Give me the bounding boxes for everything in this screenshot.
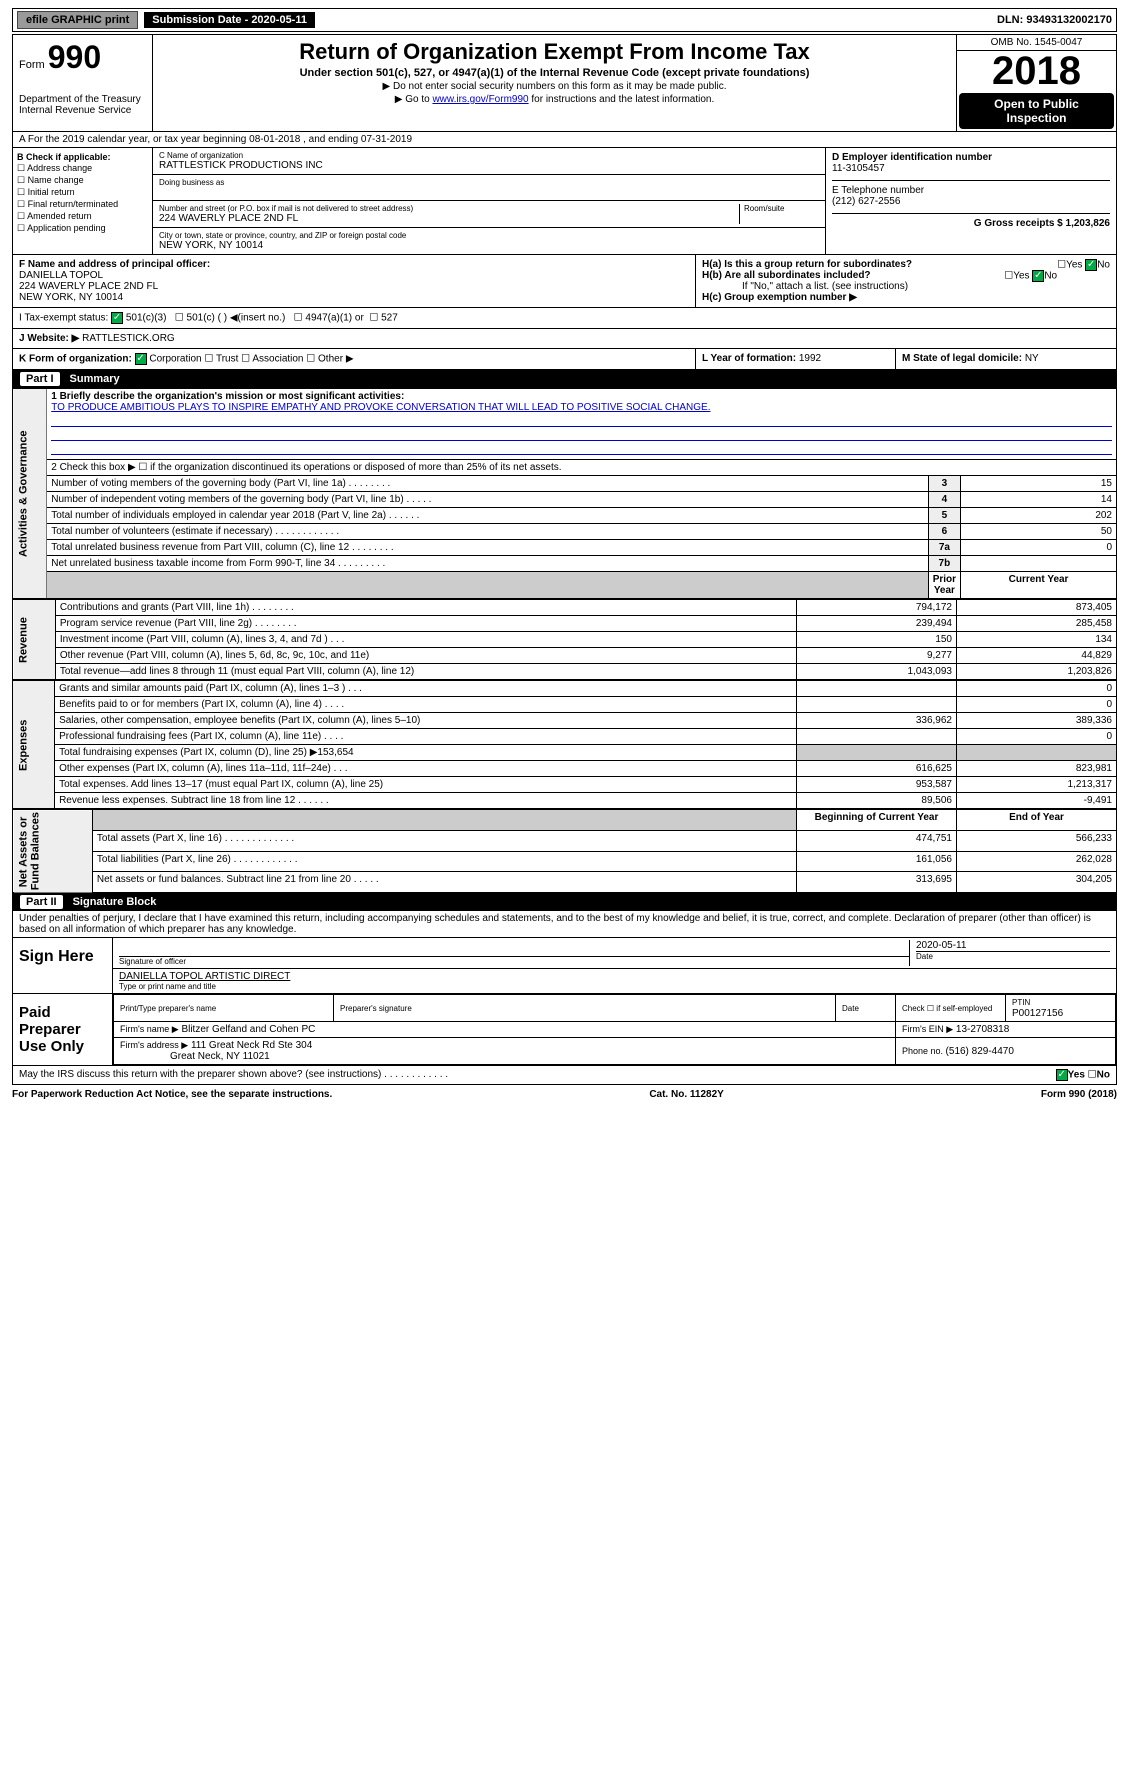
submission-date: Submission Date - 2020-05-11 xyxy=(144,12,315,28)
row-3-val: 15 xyxy=(961,476,1117,492)
street-address: 224 WAVERLY PLACE 2ND FL xyxy=(159,213,739,224)
form-header: Form 990 Department of the Treasury Inte… xyxy=(12,34,1117,132)
footer-left: For Paperwork Reduction Act Notice, see … xyxy=(12,1089,332,1100)
city-state-zip: NEW YORK, NY 10014 xyxy=(159,240,819,251)
ha-no-checkbox[interactable]: ✓ xyxy=(1085,259,1097,271)
part2-header: Part IISignature Block xyxy=(12,893,1117,911)
col-d-ein-phone: D Employer identification number11-31054… xyxy=(826,148,1116,254)
row-klm: K Form of organization: ✓ Corporation ☐ … xyxy=(12,349,1117,370)
chk-app-pending[interactable]: ☐ Application pending xyxy=(17,223,148,234)
row-a-tax-year: A For the 2019 calendar year, or tax yea… xyxy=(12,132,1117,148)
irs-link[interactable]: www.irs.gov/Form990 xyxy=(432,94,528,105)
chk-initial-return[interactable]: ☐ Initial return xyxy=(17,187,148,198)
form-title: Return of Organization Exempt From Incom… xyxy=(161,39,948,65)
chk-501c3[interactable]: ✓ xyxy=(111,312,123,324)
officer-label: F Name and address of principal officer: xyxy=(19,259,210,270)
sig-officer-label: Signature of officer xyxy=(119,956,909,966)
firm-addr: 111 Great Neck Rd Ste 304 xyxy=(191,1040,312,1051)
officer-name: DANIELLA TOPOL xyxy=(19,270,103,281)
efile-print-button[interactable]: efile GRAPHIC print xyxy=(17,11,138,29)
summary-table: Activities & Governance 1 Briefly descri… xyxy=(12,388,1117,599)
part1-header: Part ISummary xyxy=(12,370,1117,388)
ein-value: 11-3105457 xyxy=(832,163,885,174)
form-number: Form 990 xyxy=(19,39,146,76)
officer-addr1: 224 WAVERLY PLACE 2ND FL xyxy=(19,281,158,292)
discuss-yes-checkbox[interactable]: ✓ xyxy=(1056,1069,1068,1081)
q2-text: 2 Check this box ▶ ☐ if the organization… xyxy=(47,460,1117,476)
chk-address-change[interactable]: ☐ Address change xyxy=(17,163,148,174)
expenses-table: Expenses Grants and similar amounts paid… xyxy=(12,680,1117,809)
footer-cat: Cat. No. 11282Y xyxy=(649,1089,723,1100)
col-b-checkboxes: B Check if applicable: ☐ Address change … xyxy=(13,148,153,254)
sig-name: DANIELLA TOPOL ARTISTIC DIRECT xyxy=(119,971,1110,982)
officer-addr2: NEW YORK, NY 10014 xyxy=(19,292,123,303)
room-suite-label: Room/suite xyxy=(739,204,819,224)
phone-value: (212) 627-2556 xyxy=(832,196,900,207)
open-to-public-badge: Open to Public Inspection xyxy=(959,93,1114,129)
side-expenses: Expenses xyxy=(13,681,55,809)
hdr-current-year: Current Year xyxy=(961,572,1117,599)
website-value: RATTLESTICK.ORG xyxy=(82,333,175,344)
city-label: City or town, state or province, country… xyxy=(159,231,819,240)
q1-label: 1 Briefly describe the organization's mi… xyxy=(51,391,404,402)
sign-here-label: Sign Here xyxy=(13,938,113,993)
side-revenue: Revenue xyxy=(13,600,56,680)
hb-note: If "No," attach a list. (see instruction… xyxy=(702,281,1110,292)
firm-name: Blitzer Gelfand and Cohen PC xyxy=(181,1024,315,1035)
revenue-table: Revenue Contributions and grants (Part V… xyxy=(12,599,1117,680)
ha-label: H(a) Is this a group return for subordin… xyxy=(702,259,912,270)
instructions-link-row: ▶ Go to www.irs.gov/Form990 for instruct… xyxy=(161,94,948,105)
section-bcd: B Check if applicable: ☐ Address change … xyxy=(12,148,1117,255)
hb-label: H(b) Are all subordinates included? xyxy=(702,270,871,281)
discuss-row: May the IRS discuss this return with the… xyxy=(12,1066,1117,1085)
paid-preparer-label: Paid Preparer Use Only xyxy=(13,994,113,1065)
street-label: Number and street (or P.O. box if mail i… xyxy=(159,204,739,213)
dln-number: DLN: 93493132002170 xyxy=(997,14,1112,26)
mission-text: TO PRODUCE AMBITIOUS PLAYS TO INSPIRE EM… xyxy=(51,402,710,413)
side-governance: Activities & Governance xyxy=(13,389,47,599)
col-c-org-info: C Name of organizationRATTLESTICK PRODUC… xyxy=(153,148,826,254)
page-footer: For Paperwork Reduction Act Notice, see … xyxy=(12,1085,1117,1104)
hdr-prior-year: Prior Year xyxy=(928,572,960,599)
phone-label: E Telephone number xyxy=(832,185,924,196)
tax-year: 2018 xyxy=(957,51,1116,91)
state-domicile: NY xyxy=(1025,353,1039,364)
firm-phone: (516) 829-4470 xyxy=(946,1046,1014,1057)
form-subtitle: Under section 501(c), 527, or 4947(a)(1)… xyxy=(161,67,948,79)
chk-name-change[interactable]: ☐ Name change xyxy=(17,175,148,186)
department-label: Department of the Treasury Internal Reve… xyxy=(19,94,146,116)
col-b-title: B Check if applicable: xyxy=(17,152,111,162)
footer-form: Form 990 (2018) xyxy=(1041,1089,1117,1100)
signature-block: Sign Here Signature of officer 2020-05-11… xyxy=(12,938,1117,1066)
net-assets-table: Net Assets or Fund Balances Beginning of… xyxy=(12,809,1117,893)
dba-label: Doing business as xyxy=(159,178,819,187)
tax-exempt-row: I Tax-exempt status: ✓ 501(c)(3) ☐ 501(c… xyxy=(12,308,1117,329)
sig-date: 2020-05-11 xyxy=(916,940,1110,951)
website-row: J Website: ▶ RATTLESTICK.ORG xyxy=(12,329,1117,349)
org-name: RATTLESTICK PRODUCTIONS INC xyxy=(159,160,819,171)
org-name-label: C Name of organization xyxy=(159,151,819,160)
ptin-value: P00127156 xyxy=(1012,1008,1063,1019)
side-net-assets: Net Assets or Fund Balances xyxy=(13,810,93,893)
firm-ein: 13-2708318 xyxy=(956,1024,1009,1035)
hb-no-checkbox[interactable]: ✓ xyxy=(1032,270,1044,282)
hc-label: H(c) Group exemption number ▶ xyxy=(702,292,857,303)
chk-corporation[interactable]: ✓ xyxy=(135,353,147,365)
chk-final-return[interactable]: ☐ Final return/terminated xyxy=(17,199,148,210)
row-3-text: Number of voting members of the governin… xyxy=(47,476,928,492)
chk-amended[interactable]: ☐ Amended return xyxy=(17,211,148,222)
gross-receipts: G Gross receipts $ 1,203,826 xyxy=(974,218,1110,229)
paid-preparer-table: Print/Type preparer's namePreparer's sig… xyxy=(113,994,1116,1065)
top-bar: efile GRAPHIC print Submission Date - 20… xyxy=(12,8,1117,32)
year-formation: 1992 xyxy=(799,353,821,364)
ein-label: D Employer identification number xyxy=(832,152,992,163)
ssn-warning: ▶ Do not enter social security numbers o… xyxy=(161,81,948,92)
section-fgh: F Name and address of principal officer:… xyxy=(12,255,1117,308)
perjury-text: Under penalties of perjury, I declare th… xyxy=(12,911,1117,938)
